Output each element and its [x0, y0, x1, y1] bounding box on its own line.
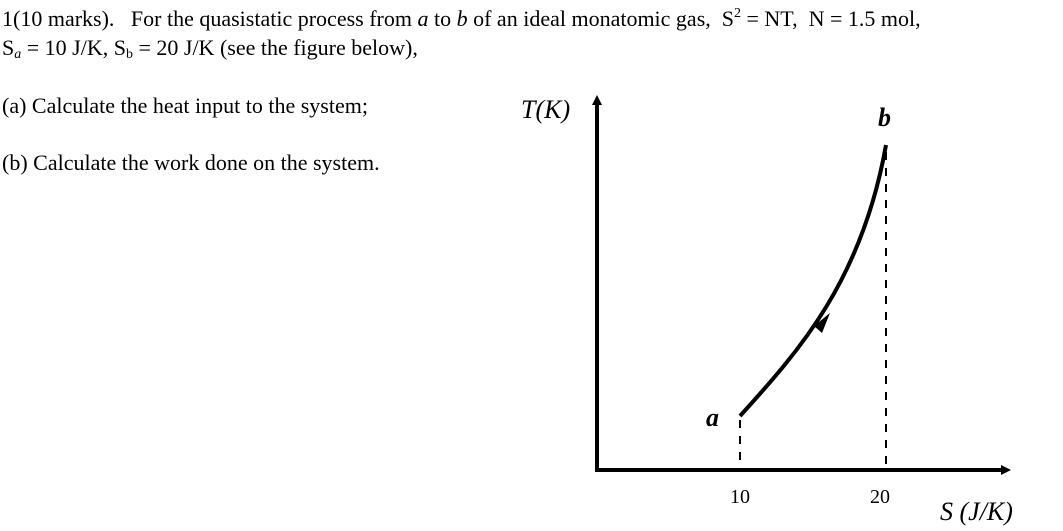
x-tick-label: 10 [730, 486, 750, 508]
point-label: a [706, 403, 719, 432]
text: to [428, 6, 457, 31]
text: = 20 J/K (see the figure below), [132, 35, 418, 60]
text: For the quasistatic process from [130, 6, 418, 31]
problem-line-2: Sa = 10 J/K, Sb = 20 J/K (see the figure… [2, 35, 418, 62]
text: b [456, 6, 468, 31]
subscript: b [125, 47, 133, 62]
text: a [417, 6, 429, 31]
point-label: b [878, 103, 891, 132]
text: S [2, 35, 15, 60]
problem-number: 1(10 marks). [2, 6, 115, 31]
part-b: (b) Calculate the work done on the syste… [2, 150, 380, 175]
x-axis-label: S (J/K) [940, 497, 1013, 526]
problem-line-1: 1(10 marks). For the quasistatic process… [2, 6, 921, 32]
x-tick-label: 20 [870, 486, 890, 508]
text: of an ideal monatomic gas, S [467, 6, 734, 31]
text: = NT, N = 1.5 mol, [741, 6, 921, 31]
part-a: (a) Calculate the heat input to the syst… [2, 93, 368, 118]
process-curve [738, 144, 888, 418]
text: = 10 J/K, S [21, 35, 126, 60]
direction-arrow [814, 313, 830, 333]
subscript: a [14, 47, 22, 62]
superscript: 2 [734, 6, 741, 21]
y-axis-label: T(K) [521, 95, 570, 124]
